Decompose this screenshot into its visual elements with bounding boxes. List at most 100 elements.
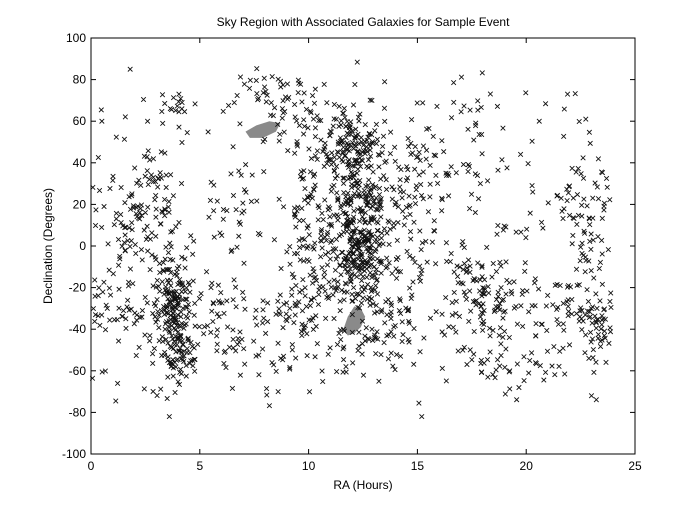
galaxy-point xyxy=(190,251,196,257)
galaxy-point xyxy=(138,182,144,188)
galaxy-point xyxy=(361,227,367,233)
galaxy-point xyxy=(416,172,422,178)
galaxy-point xyxy=(292,214,298,220)
galaxy-point xyxy=(579,213,585,219)
galaxy-point xyxy=(247,77,253,83)
galaxy-point xyxy=(214,341,220,347)
galaxy-point xyxy=(477,314,484,320)
galaxy-point xyxy=(186,309,192,315)
galaxy-point xyxy=(477,181,483,187)
galaxy-point xyxy=(336,103,342,109)
galaxy-point xyxy=(158,149,164,155)
galaxy-point xyxy=(177,280,184,286)
galaxy-point xyxy=(388,350,394,356)
galaxy-point xyxy=(312,134,319,140)
galaxy-point xyxy=(211,234,217,240)
galaxy-point xyxy=(140,96,147,103)
galaxy-point xyxy=(173,315,179,321)
galaxy-point xyxy=(266,403,273,409)
galaxy-point xyxy=(328,221,334,227)
galaxy-point xyxy=(381,340,387,346)
galaxy-point xyxy=(589,320,595,326)
galaxy-point xyxy=(316,117,322,124)
galaxy-point xyxy=(387,150,393,157)
galaxy-point xyxy=(387,226,393,232)
galaxy-point xyxy=(352,295,359,302)
galaxy-point xyxy=(265,300,271,306)
galaxy-point xyxy=(522,268,528,274)
galaxy-point xyxy=(313,313,319,319)
galaxy-point xyxy=(377,197,384,203)
galaxy-point xyxy=(551,343,557,350)
galaxy-point xyxy=(507,368,513,374)
galaxy-point xyxy=(561,133,567,139)
galaxy-point xyxy=(208,329,214,335)
galaxy-point xyxy=(339,287,345,293)
galaxy-point xyxy=(235,335,241,342)
galaxy-point xyxy=(364,137,370,143)
galaxy-point xyxy=(525,160,531,167)
galaxy-point xyxy=(448,115,455,121)
galaxy-point xyxy=(356,329,362,335)
galaxy-point xyxy=(356,118,362,124)
galaxy-point xyxy=(574,282,580,288)
galaxy-point xyxy=(411,219,417,225)
galaxy-point xyxy=(377,201,383,207)
galaxy-point xyxy=(146,338,153,344)
galaxy-point xyxy=(180,305,186,311)
galaxy-point xyxy=(569,241,575,247)
galaxy-point xyxy=(587,238,593,245)
galaxy-point xyxy=(570,232,576,239)
galaxy-point xyxy=(364,203,370,209)
galaxy-point xyxy=(134,180,140,186)
galaxy-point xyxy=(224,298,230,304)
galaxy-point xyxy=(149,351,156,357)
galaxy-point xyxy=(327,214,333,220)
galaxy-point xyxy=(357,177,363,184)
galaxy-point xyxy=(125,238,131,244)
galaxy-point xyxy=(320,284,326,290)
galaxy-point xyxy=(163,244,169,250)
galaxy-point xyxy=(368,242,375,248)
galaxy-point xyxy=(255,95,262,101)
galaxy-point xyxy=(287,366,293,372)
galaxy-point xyxy=(233,348,239,354)
galaxy-point xyxy=(154,392,160,399)
galaxy-point xyxy=(132,242,138,248)
galaxy-point xyxy=(198,290,204,297)
galaxy-point xyxy=(201,324,208,330)
galaxy-point xyxy=(576,318,582,324)
galaxy-point xyxy=(321,274,327,280)
galaxy-point xyxy=(190,278,196,284)
galaxy-point xyxy=(163,336,169,343)
galaxy-point xyxy=(347,238,353,244)
galaxy-point xyxy=(410,255,416,262)
galaxy-point xyxy=(178,356,184,362)
galaxy-point xyxy=(366,220,373,226)
galaxy-point xyxy=(289,341,295,348)
galaxy-point xyxy=(404,248,410,254)
galaxy-point xyxy=(340,148,346,154)
galaxy-point xyxy=(580,318,586,324)
galaxy-point xyxy=(372,248,378,255)
galaxy-point xyxy=(461,244,467,251)
galaxy-point xyxy=(284,249,290,255)
galaxy-point xyxy=(493,367,499,373)
galaxy-point xyxy=(535,286,542,292)
plot-frame xyxy=(90,37,636,455)
galaxy-point xyxy=(441,149,447,155)
galaxy-point xyxy=(305,125,311,131)
galaxy-point xyxy=(351,228,358,235)
galaxy-point xyxy=(598,169,605,175)
galaxy-point xyxy=(367,97,373,103)
galaxy-point xyxy=(608,290,614,296)
galaxy-point xyxy=(573,169,579,175)
galaxy-point xyxy=(336,330,342,336)
galaxy-point xyxy=(118,211,124,218)
galaxy-point xyxy=(587,329,594,335)
galaxy-point xyxy=(570,215,576,221)
galaxy-point xyxy=(579,307,585,314)
galaxy-point xyxy=(158,308,165,314)
galaxy-point xyxy=(506,279,512,286)
galaxy-point xyxy=(332,267,339,273)
